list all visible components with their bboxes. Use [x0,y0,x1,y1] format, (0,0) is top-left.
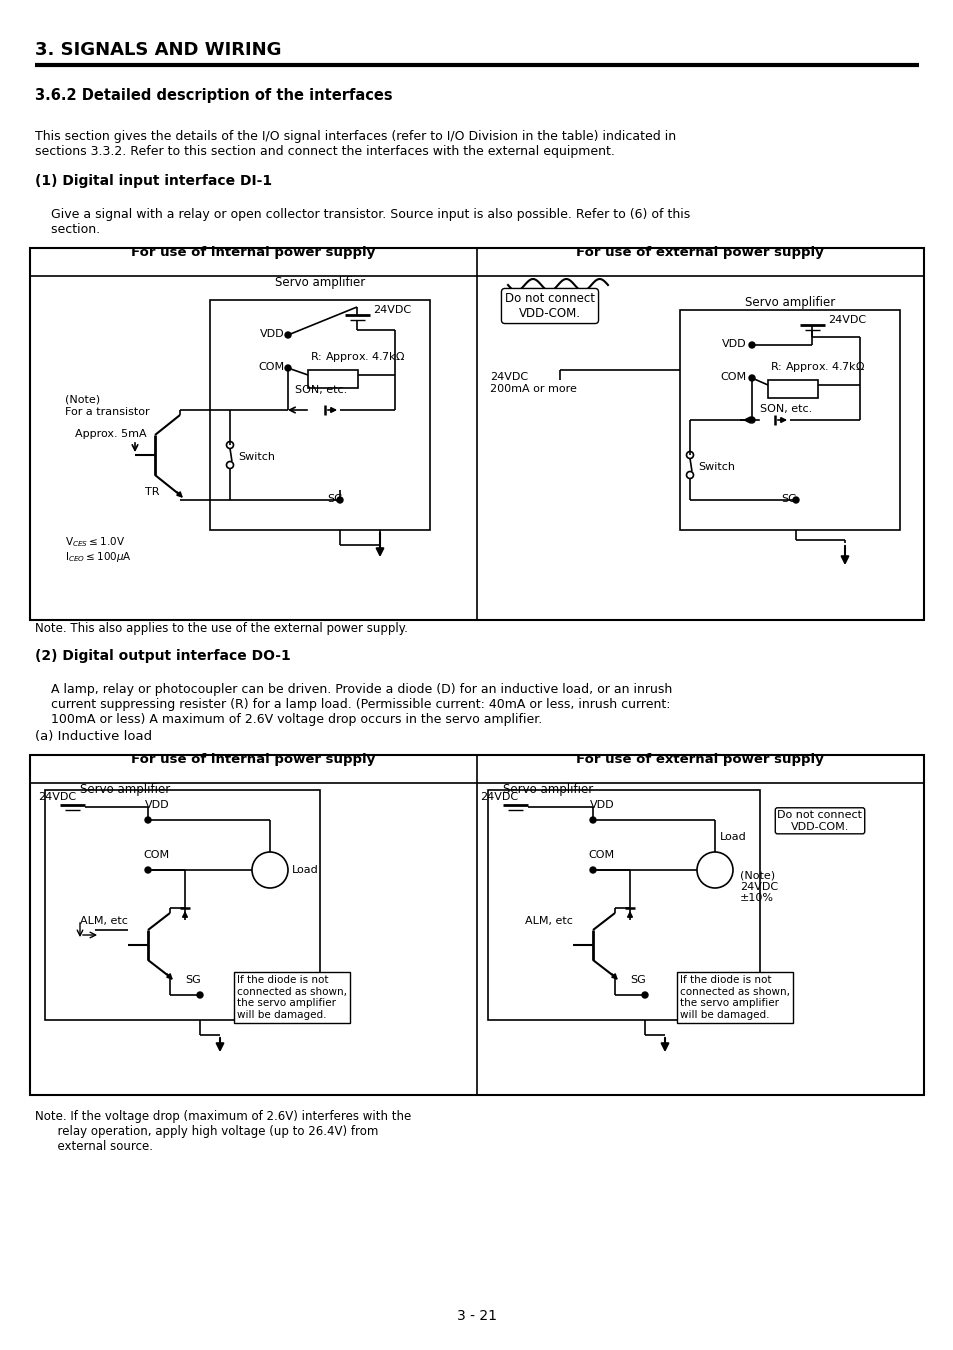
Circle shape [145,817,151,824]
Text: 3 - 21: 3 - 21 [456,1310,497,1323]
Circle shape [589,817,596,824]
Bar [30,248,923,620]
Text: SG: SG [185,975,200,985]
Text: Servo amplifier: Servo amplifier [274,275,365,289]
Bar [767,379,817,398]
Text: I$_{CEO}$$\leq$100$\mu$A: I$_{CEO}$$\leq$100$\mu$A [65,549,132,564]
Text: COM: COM [720,373,745,382]
Text: SG: SG [327,494,342,504]
Text: (Note)
For a transistor: (Note) For a transistor [65,396,150,417]
Text: Switch: Switch [237,452,274,462]
Text: 24VDC: 24VDC [827,315,865,325]
Text: Servo amplifier: Servo amplifier [744,296,834,309]
Text: For use of external power supply: For use of external power supply [576,753,823,765]
Text: If the diode is not
connected as shown,
the servo amplifier
will be damaged.: If the diode is not connected as shown, … [679,975,789,1019]
Text: R: Approx. 4.7k$\Omega$: R: Approx. 4.7k$\Omega$ [310,350,405,365]
Text: (Note)
24VDC
±10%: (Note) 24VDC ±10% [740,869,778,903]
Text: Switch: Switch [698,462,734,472]
Text: 24VDC: 24VDC [479,792,517,802]
Text: TR: TR [145,487,159,497]
Bar [679,310,899,531]
Text: Servo amplifier: Servo amplifier [502,783,593,796]
Text: SON, etc.: SON, etc. [760,404,811,414]
Text: Do not connect
VDD-COM.: Do not connect VDD-COM. [504,292,595,320]
Text: VDD: VDD [260,329,284,339]
Text: A lamp, relay or photocoupler can be driven. Provide a diode (D) for an inductiv: A lamp, relay or photocoupler can be dri… [35,683,672,726]
Text: Approx. 5mA: Approx. 5mA [75,429,147,439]
Text: ALM, etc: ALM, etc [80,917,128,926]
Circle shape [145,867,151,873]
Text: (2) Digital output interface DO-1: (2) Digital output interface DO-1 [35,649,291,663]
Text: Note. This also applies to the use of the external power supply.: Note. This also applies to the use of th… [35,622,408,634]
Circle shape [285,332,291,338]
Text: COM: COM [257,362,284,373]
Text: Note. If the voltage drop (maximum of 2.6V) interferes with the
      relay oper: Note. If the voltage drop (maximum of 2.… [35,1110,411,1153]
Text: Give a signal with a relay or open collector transistor. Source input is also po: Give a signal with a relay or open colle… [35,208,690,236]
Circle shape [641,992,647,998]
Text: SG: SG [629,975,645,985]
Circle shape [196,992,203,998]
Text: (1) Digital input interface DI-1: (1) Digital input interface DI-1 [35,174,272,188]
Text: R: Approx. 4.7k$\Omega$: R: Approx. 4.7k$\Omega$ [769,360,864,374]
Text: If the diode is not
connected as shown,
the servo amplifier
will be damaged.: If the diode is not connected as shown, … [236,975,347,1019]
Text: 24VDC
200mA or more: 24VDC 200mA or more [490,373,577,394]
Bar [45,790,319,1021]
Text: 24VDC: 24VDC [373,305,411,315]
Text: For use of internal power supply: For use of internal power supply [131,753,375,765]
Text: 3.6.2 Detailed description of the interfaces: 3.6.2 Detailed description of the interf… [35,88,393,103]
Bar [308,370,357,387]
Text: For use of external power supply: For use of external power supply [576,246,823,259]
Circle shape [792,497,799,504]
Text: Servo amplifier: Servo amplifier [80,783,170,796]
Circle shape [285,364,291,371]
Text: VDD: VDD [145,801,170,810]
Text: Load: Load [720,832,746,842]
Text: VDD: VDD [589,801,614,810]
Bar [30,755,923,1095]
Text: COM: COM [143,850,169,860]
Circle shape [336,497,343,504]
Circle shape [589,867,596,873]
Circle shape [748,342,754,348]
Text: Do not connect
VDD-COM.: Do not connect VDD-COM. [777,810,862,832]
Circle shape [748,417,754,423]
Circle shape [748,375,754,381]
Text: 24VDC: 24VDC [38,792,76,802]
Text: V$_{CES}$$\leq$1.0V: V$_{CES}$$\leq$1.0V [65,535,125,549]
Text: For use of internal power supply: For use of internal power supply [131,246,375,259]
Text: VDD: VDD [721,339,746,350]
Text: SON, etc.: SON, etc. [294,385,347,396]
Text: 3. SIGNALS AND WIRING: 3. SIGNALS AND WIRING [35,40,281,59]
Text: COM: COM [587,850,614,860]
Text: Load: Load [292,865,318,875]
Text: (a) Inductive load: (a) Inductive load [35,730,152,742]
Text: SG: SG [781,494,796,504]
Bar [488,790,760,1021]
Bar [210,300,430,531]
Text: This section gives the details of the I/O signal interfaces (refer to I/O Divisi: This section gives the details of the I/… [35,130,676,158]
Text: ALM, etc: ALM, etc [524,917,572,926]
